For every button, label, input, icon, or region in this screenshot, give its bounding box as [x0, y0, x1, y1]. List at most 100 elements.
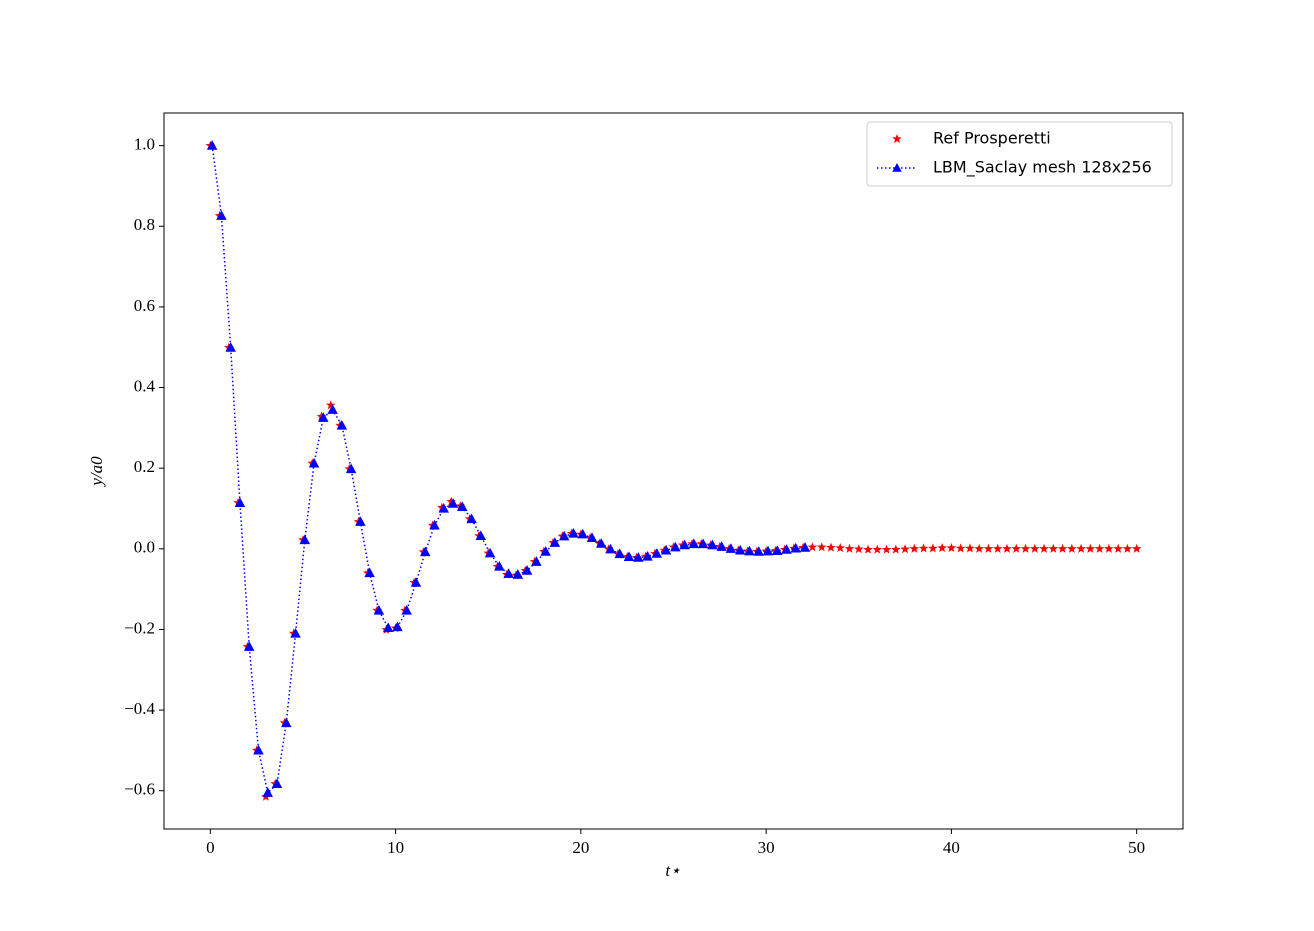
data-point [679, 539, 690, 550]
y-axis-label: y/a0 [87, 456, 106, 488]
data-line [211, 145, 806, 795]
data-point [244, 641, 255, 651]
data-point [216, 210, 227, 220]
legend-marker [892, 163, 902, 172]
data-point [475, 530, 487, 541]
data-point [549, 537, 561, 547]
data-point [660, 544, 672, 555]
data-point [1131, 543, 1142, 553]
data-point [568, 527, 579, 538]
data-point [974, 543, 984, 553]
data-point [1057, 543, 1068, 553]
data-point [364, 567, 375, 578]
x-tick-label: 20 [572, 838, 589, 857]
y-tick-label: 0.2 [134, 457, 155, 476]
data-point [392, 621, 403, 632]
data-point [457, 501, 468, 512]
data-point [1030, 543, 1040, 553]
data-point [642, 550, 653, 561]
data-point [781, 544, 792, 554]
data-point [503, 568, 514, 578]
data-point [983, 543, 994, 553]
data-point [540, 546, 551, 556]
data-point [531, 556, 542, 566]
data-point [633, 552, 644, 562]
data-point [992, 543, 1003, 553]
data-point [1048, 543, 1059, 553]
data-point [707, 539, 718, 550]
data-point [716, 541, 727, 551]
y-tick-label: −0.6 [124, 780, 155, 799]
data-point [308, 457, 320, 468]
data-point [429, 519, 440, 530]
legend-box [866, 121, 1173, 187]
data-point [438, 502, 449, 513]
data-point [725, 543, 737, 553]
data-point [447, 498, 459, 508]
data-point [558, 530, 570, 541]
x-tick-label: 30 [758, 838, 775, 857]
data-point [614, 548, 625, 559]
data-point [762, 545, 774, 556]
data-point [734, 544, 746, 555]
data-point [900, 544, 910, 554]
data-point [336, 419, 348, 430]
data-point [234, 497, 246, 507]
data-point [844, 543, 855, 553]
y-tick-label: 0.6 [134, 296, 155, 315]
data-point [401, 604, 412, 615]
data-point [670, 541, 681, 552]
data-point [623, 551, 635, 561]
legend-marker [892, 134, 902, 144]
data-point [799, 542, 811, 552]
data-point [1067, 543, 1077, 553]
data-point [790, 542, 802, 553]
data-point [854, 544, 864, 554]
data-point [484, 547, 496, 558]
data-point [410, 577, 422, 587]
data-point [772, 545, 783, 555]
data-point [826, 542, 836, 552]
y-tick-label: 0.8 [134, 215, 155, 234]
data-point [688, 538, 700, 549]
data-point [1011, 543, 1022, 553]
data-point [1122, 543, 1133, 553]
data-point [281, 717, 292, 728]
data-point [918, 543, 929, 553]
data-point [807, 542, 818, 552]
data-point [1039, 543, 1049, 553]
data-point [206, 140, 218, 150]
data-point [373, 604, 385, 615]
y-tick-label: 1.0 [134, 135, 155, 154]
x-axis-label: t⋆ [665, 861, 681, 880]
data-point [494, 561, 505, 571]
y-tick-label: 0.4 [134, 376, 156, 395]
data-point [946, 543, 957, 553]
data-point [909, 543, 920, 553]
data-point [1104, 543, 1114, 553]
data-point [446, 496, 456, 506]
data-point [420, 546, 431, 557]
y-tick-label: −0.4 [124, 699, 155, 718]
data-point [1076, 543, 1086, 553]
data-point [872, 544, 883, 554]
data-point [881, 544, 892, 554]
data-point [835, 543, 845, 553]
data-point [512, 569, 524, 579]
x-tick-label: 50 [1128, 838, 1145, 857]
data-point [355, 516, 366, 526]
data-point [586, 532, 598, 543]
plot-area [205, 140, 1142, 801]
data-point [299, 534, 311, 545]
data-point [521, 565, 533, 575]
data-point [1094, 543, 1105, 553]
data-point [928, 543, 938, 553]
y-tick-label: 0.0 [134, 538, 155, 557]
data-point [325, 400, 336, 410]
data-point [382, 622, 394, 632]
data-point [863, 544, 873, 554]
x-tick-label: 40 [943, 838, 960, 857]
plot-frame [163, 112, 1184, 830]
data-point [753, 546, 764, 556]
